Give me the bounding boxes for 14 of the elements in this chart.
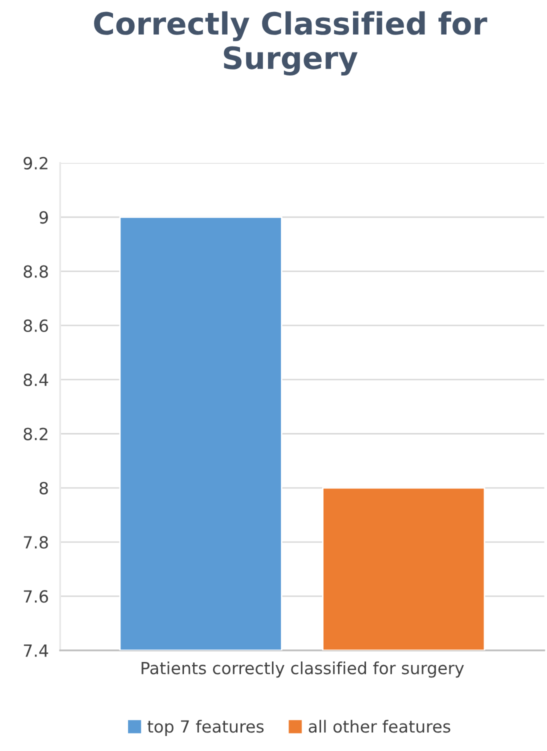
y-tick-label: 8 [40,482,48,494]
y-tick-label: 7.4 [24,644,48,657]
y-tick-label: 8.6 [24,319,48,332]
y-tick-label: 9 [40,211,48,224]
x-tick-label: Patients correctly classified for surgery [142,661,464,678]
legend-label: top 7 features [148,720,264,736]
y-tick-label: 8.8 [24,265,48,278]
legend-label: all other features [308,720,450,733]
chart-title: Correctly Classified for Surgery [94,11,488,76]
y-tick-label: 7.8 [24,536,48,549]
y-tick-label: 9.2 [24,156,48,170]
y-tick-label: 8.4 [24,374,48,386]
y-tick-label: 8.2 [24,428,48,440]
y-tick-label: 7.6 [24,590,48,603]
